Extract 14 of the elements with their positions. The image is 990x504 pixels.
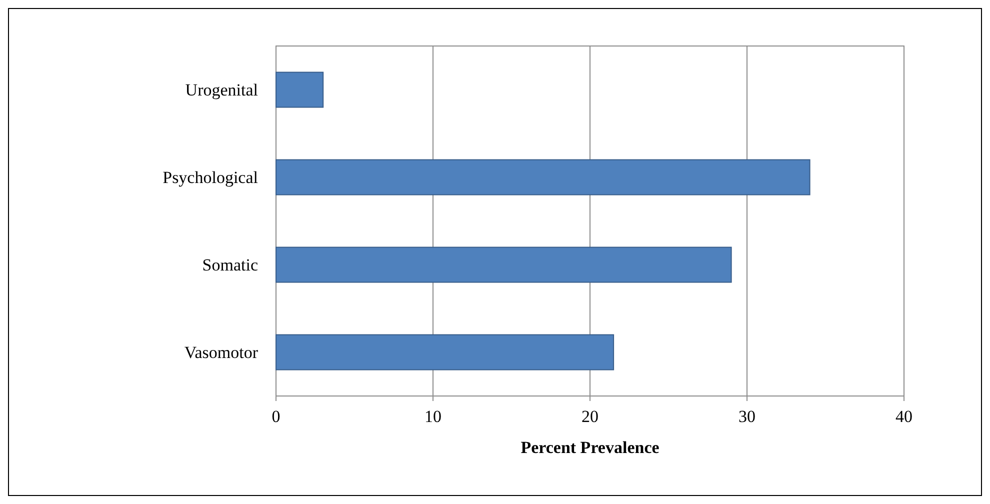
x-tick-label: 10 [424, 407, 442, 426]
x-tick-label: 40 [896, 407, 912, 426]
x-axis-title: Percent Prevalence [520, 438, 660, 457]
x-tick-label: 30 [738, 407, 756, 426]
y-tick-label: Urogenital [185, 80, 258, 100]
y-tick-label: Vasomotor [184, 343, 258, 362]
x-tick-label: 0 [272, 407, 280, 426]
bar [276, 159, 810, 196]
y-tick-label: Psychological [162, 168, 258, 188]
bar [276, 246, 732, 283]
bar [276, 334, 614, 370]
x-tick-label: 20 [582, 407, 598, 426]
bar [276, 72, 324, 108]
y-tick-label: Somatic [202, 256, 258, 275]
